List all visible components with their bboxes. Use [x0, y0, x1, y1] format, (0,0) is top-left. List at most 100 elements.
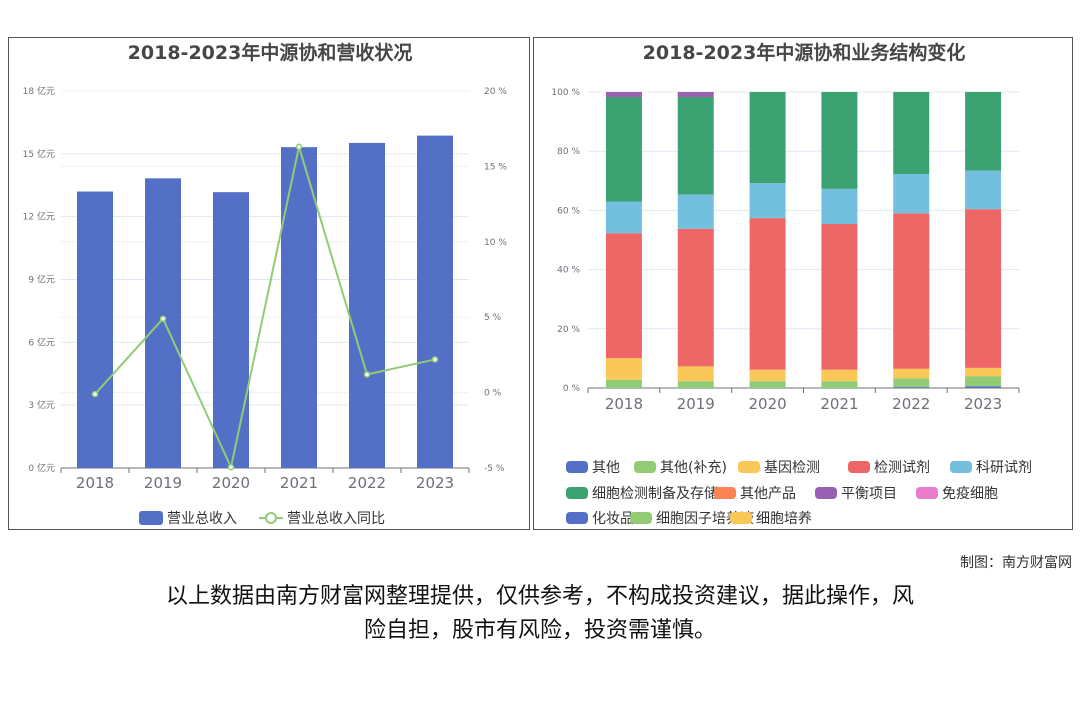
stack-segment-2021 [821, 188, 858, 225]
stack-segment-2020 [749, 369, 786, 382]
stack-segment-2023 [965, 376, 1002, 387]
legend-label-revenue: 营业总收入 [167, 511, 237, 527]
left-axis-tick-label: 18 亿元 [23, 85, 55, 97]
left-axis-tick-label: 0 亿元 [28, 462, 55, 474]
legend-label: 其他 [592, 460, 620, 476]
stack-segment-2023 [965, 170, 1002, 210]
disclaimer-line-2: 险自担，股市有风险，投资需谨慎。 [363, 618, 716, 643]
yoy-point-2022 [363, 371, 371, 378]
stack-segment-2020 [749, 381, 786, 388]
x-axis-label: 2020 [748, 395, 786, 413]
stack-segment-2019 [677, 366, 714, 382]
stack-segment-2019 [677, 92, 714, 98]
stack-segment-2019 [677, 194, 714, 229]
legend-swatch [634, 461, 656, 473]
legend-label: 细胞培养 [756, 511, 812, 527]
legend-swatch [738, 461, 760, 473]
legend-swatch [815, 487, 837, 499]
left-axis-tick-label: 12 亿元 [23, 211, 55, 223]
chart-title: 2018-2023年中源协和业务结构变化 [643, 41, 966, 64]
x-axis-label: 2023 [416, 474, 454, 492]
legend-swatch [916, 487, 938, 499]
stack-segment-2021 [821, 92, 858, 189]
legend-swatch [566, 512, 588, 524]
yoy-point-2019 [159, 315, 167, 322]
right-axis-tick-label: -5 % [484, 464, 505, 474]
revenue-bar-2019 [145, 178, 181, 469]
legend-label: 其他产品 [740, 486, 796, 502]
revenue-chart-panel: 2018-2023年中源协和营收状况 0 亿元 3 亿元 6 亿元 9 亿元 12 亿元 1… [8, 37, 530, 530]
legend-label: 基因检测 [764, 459, 820, 476]
x-axis-label: 2021 [280, 474, 318, 492]
business-structure-chart-panel: 2018-2023年中源协和业务结构变化 0 % 20 % 40 % 60 % 80 % 1… [533, 37, 1073, 530]
x-axis-label: 2018 [605, 395, 643, 413]
stack-segment-2021 [821, 224, 858, 370]
stack-segment-2022 [893, 368, 930, 379]
left-axis-tick-label: 9 亿元 [28, 274, 55, 286]
revenue-bar-2020 [213, 192, 249, 468]
legend-label: 化妆品 [592, 511, 634, 527]
legend-label-yoy: 营业总收入同比 [287, 511, 385, 527]
business-structure-chart: 2018-2023年中源协和业务结构变化 0 % 20 % 40 % 60 % 80 % 1… [551, 41, 1032, 527]
legend-swatch [566, 461, 588, 473]
stack-segment-2018 [605, 379, 642, 388]
right-axis-tick-label: 5 % [484, 313, 502, 323]
legend-swatch [714, 487, 736, 499]
stack-segment-2018 [605, 358, 642, 380]
x-axis-label: 2021 [820, 395, 858, 413]
stack-segment-2019 [677, 381, 714, 388]
legend-label: 其他(补充) [660, 460, 727, 476]
legend-label: 细胞检测制备及存储 [592, 485, 718, 502]
stack-segment-2020 [749, 92, 786, 184]
stack-segment-2022 [893, 378, 930, 388]
stack-segment-2019 [677, 228, 714, 367]
stack-segment-2018 [605, 201, 642, 234]
legend-label: 检测试剂 [874, 460, 930, 476]
stack-segment-2022 [893, 213, 930, 369]
y-axis-tick-label: 40 % [557, 266, 580, 276]
y-axis-tick-label: 80 % [557, 147, 580, 157]
stack-segment-2021 [821, 381, 858, 388]
right-axis-tick-label: 15 % [484, 162, 507, 172]
stack-segment-2018 [605, 233, 642, 359]
right-axis-tick-label: 0 % [484, 389, 502, 399]
stack-segment-2021 [821, 369, 858, 382]
yoy-point-2021 [295, 143, 303, 151]
stack-segment-2023 [965, 209, 1002, 368]
y-axis-tick-label: 100 % [551, 88, 580, 98]
stack-segment-2022 [893, 92, 930, 174]
yoy-growth-line [94, 146, 436, 471]
stack-segment-2019 [677, 97, 714, 195]
x-axis-label: 2020 [212, 474, 250, 492]
left-axis-tick-label: 3 亿元 [28, 399, 55, 411]
x-axis-label: 2019 [144, 474, 182, 492]
stack-segment-2022 [893, 173, 930, 214]
y-axis-tick-label: 20 % [557, 325, 580, 335]
stack-segment-2022 [893, 387, 930, 388]
yoy-point-2020 [227, 463, 235, 471]
revenue-bar-2018 [77, 191, 113, 469]
legend-swatch-revenue [139, 511, 163, 525]
right-axis-tick-label: 10 % [484, 238, 507, 248]
disclaimer-line-1: 以上数据由南方财富网整理提供，仅供参考，不构成投资建议，据此操作，风 [165, 584, 914, 609]
revenue-bar-2021 [281, 147, 317, 468]
yoy-point-2023 [431, 356, 439, 363]
yoy-point-2018 [91, 390, 99, 398]
x-axis-label: 2019 [677, 395, 715, 413]
legend-label: 细胞因子培养液 [656, 511, 754, 527]
legend-swatch [730, 512, 752, 524]
stack-segment-2020 [749, 218, 786, 370]
x-axis-label: 2018 [76, 474, 114, 492]
right-axis-tick-label: 20 % [484, 87, 507, 97]
legend-swatch [630, 512, 652, 524]
legend-swatch [950, 461, 972, 473]
legend-swatch [848, 461, 870, 473]
y-axis-tick-label: 60 % [557, 206, 580, 216]
stack-segment-2023 [965, 367, 1002, 377]
x-axis-label: 2022 [892, 395, 930, 413]
chart-credit: 制图：南方财富网 [960, 555, 1072, 571]
revenue-bar-2022 [349, 142, 385, 468]
x-axis-label: 2022 [348, 474, 386, 492]
legend-swatch-yoy-marker [265, 512, 277, 524]
left-axis-tick-label: 15 亿元 [23, 148, 55, 160]
